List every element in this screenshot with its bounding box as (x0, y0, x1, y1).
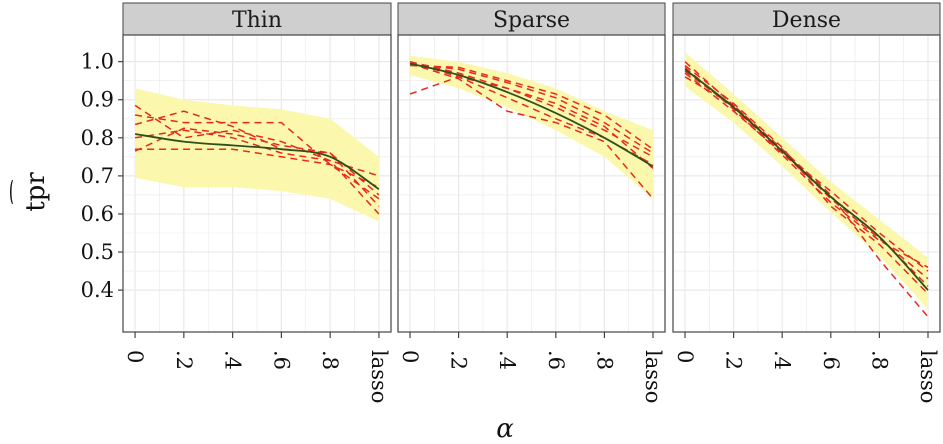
x-tick-label: .8 (867, 350, 891, 370)
y-tick-label: 0.8 (81, 126, 114, 150)
y-tick-label: 0.4 (81, 278, 114, 302)
panel-border (122, 34, 392, 333)
y-tick-label: 0.5 (81, 240, 114, 264)
replicate-line-dashed (684, 64, 929, 295)
mean-line (684, 68, 929, 291)
y-tick-label: 0.7 (81, 164, 114, 188)
panel-strip-label: Sparse (493, 8, 570, 33)
confidence-band (410, 55, 653, 199)
replicate-line-dashed (134, 129, 380, 177)
x-tick-label: 0 (398, 350, 422, 363)
x-tick-label: .4 (495, 350, 519, 370)
replicate-line-dashed (684, 72, 929, 272)
confidence-band (135, 88, 379, 222)
x-tick-label: lasso (916, 350, 940, 403)
x-tick-label: .2 (172, 350, 196, 370)
panel-strip-label: Dense (772, 8, 841, 33)
y-axis: 0.4 0.5 0.6 0.7 0.8 0.9 1.0 (81, 50, 123, 302)
replicate-line-dashed (409, 60, 654, 169)
panel-sparse: Sparse 0 .2 .4 .6 .8 lasso (397, 2, 666, 403)
y-tick-label: 1.0 (81, 50, 114, 74)
mean-line (134, 133, 380, 190)
x-tick-label: .8 (318, 350, 342, 370)
replicate-line-dashed (134, 114, 380, 200)
y-tick-label: 0.9 (81, 88, 114, 112)
replicate-line-dashed (409, 62, 654, 154)
x-tick-label: .6 (819, 350, 843, 370)
y-tick-label: 0.6 (81, 202, 114, 226)
y-axis-title: tpr ⌢ (0, 172, 51, 212)
replicate-line-dashed (135, 148, 380, 188)
panel-strip (397, 2, 666, 36)
x-tick-label: 0 (673, 350, 697, 363)
x-tick-label: .2 (447, 350, 471, 370)
replicate-line-dashed (684, 76, 929, 318)
x-axis-title: α (496, 414, 514, 444)
y-axis-title-hat: ⌢ (0, 178, 20, 207)
x-tick-label: .6 (269, 350, 293, 370)
x-tick-label: .8 (592, 350, 616, 370)
panel-thin: Thin 0 .2 .4 .6 .8 lasso (122, 2, 392, 403)
panel-dense: Dense 0 .2 .4 .6 .8 lasso (672, 2, 941, 403)
replicate-line-dashed (409, 76, 654, 158)
x-tick-label: lasso (641, 350, 665, 403)
replicate-line-dashed (409, 64, 654, 150)
panel-border (397, 34, 666, 333)
x-tick-label: .4 (221, 350, 245, 370)
y-axis-title-text: tpr (21, 172, 51, 212)
panel-strip (672, 2, 941, 36)
replicate-line-dashed (409, 62, 654, 200)
panel-border (672, 34, 941, 333)
x-tick-label: 0 (123, 350, 147, 363)
x-tick-label: .4 (770, 350, 794, 370)
mean-line (409, 62, 654, 168)
x-tick-label: .2 (722, 350, 746, 370)
x-tick-label: lasso (367, 350, 391, 403)
panel-strip-label: Thin (232, 8, 282, 33)
x-tick-label: .6 (544, 350, 568, 370)
